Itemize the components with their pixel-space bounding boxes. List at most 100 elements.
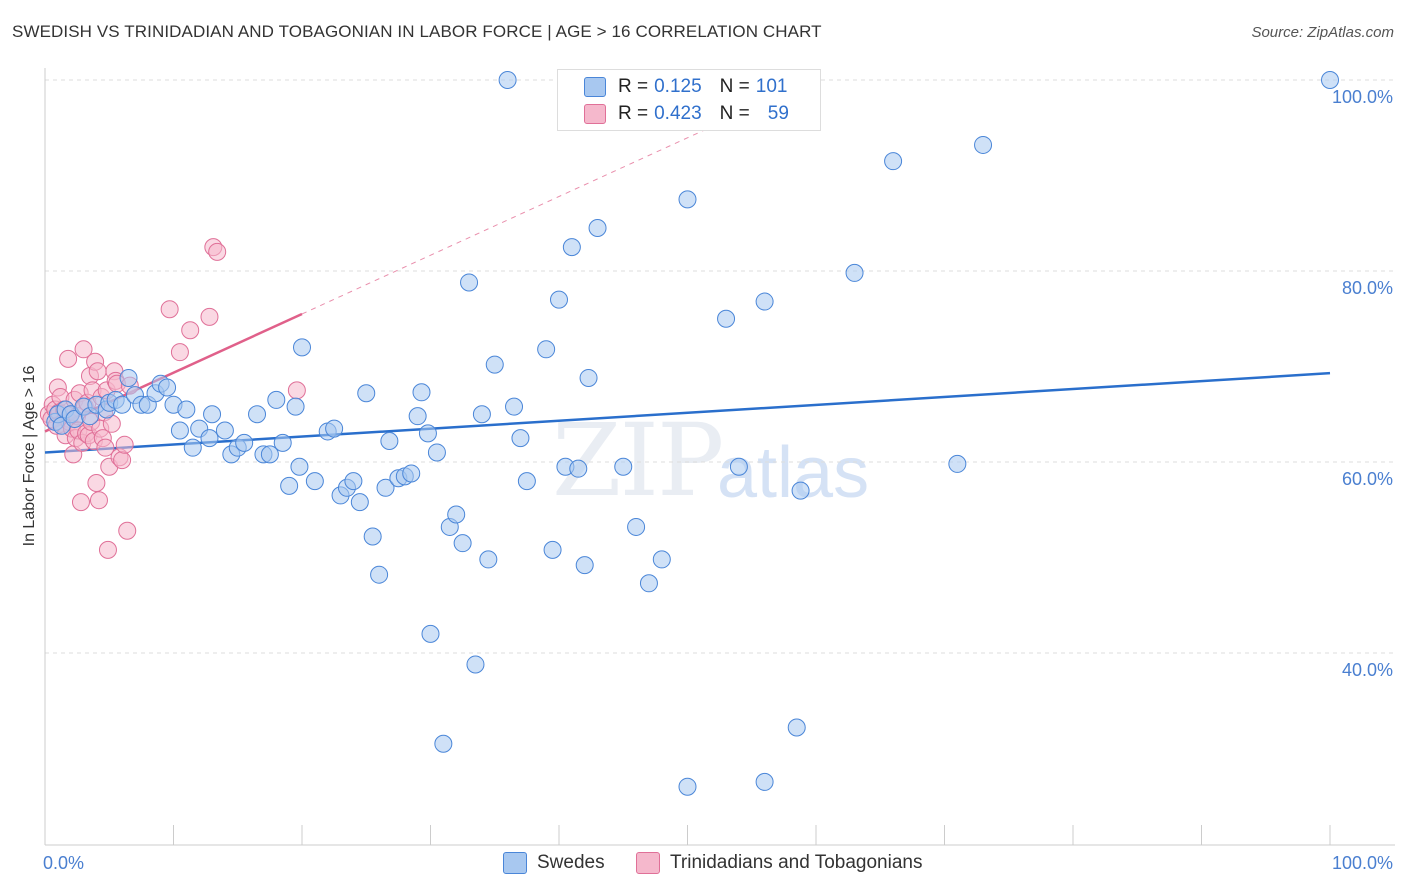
swedes-point — [273, 433, 292, 452]
swedes-point — [286, 397, 305, 416]
swedes-point — [418, 424, 437, 443]
swedes-point — [402, 464, 421, 483]
swedes-point — [717, 309, 736, 328]
swedes-point — [170, 421, 189, 440]
swedes-point — [177, 400, 196, 419]
swedes-point — [479, 550, 498, 569]
swedes-point — [569, 459, 588, 478]
swedes-point — [652, 550, 671, 569]
swedes-point — [639, 574, 658, 593]
trinidad-point — [200, 307, 219, 326]
trinidad-point — [118, 521, 137, 540]
swedes-point — [325, 419, 344, 438]
series-legend: Swedes Trinidadians and Tobagonians — [0, 852, 1406, 878]
trinidad-point — [71, 493, 90, 512]
swedes-point — [537, 340, 556, 359]
swedes-point — [344, 472, 363, 491]
trinidad-point — [170, 343, 189, 362]
n-value-swedes: 101 — [755, 76, 788, 97]
trend-lines — [44, 79, 1331, 454]
x-tick-label-min: 0.0% — [43, 853, 84, 873]
swedes-swatch — [584, 77, 606, 97]
chart-title: SWEDISH VS TRINIDADIAN AND TOBAGONIAN IN… — [12, 22, 822, 41]
y-tick-label: 60.0% — [1342, 469, 1393, 489]
swedes-point — [787, 718, 806, 737]
swedes-point — [678, 190, 697, 209]
swedes-point — [884, 152, 903, 171]
swedes-point — [235, 433, 254, 452]
legend-row-swedes: R = 0.125 N = 101 — [584, 75, 787, 99]
swedes-point — [543, 540, 562, 559]
swedes-point — [755, 292, 774, 311]
r-label: R = — [618, 103, 649, 124]
swedes-point — [119, 368, 138, 387]
trinidad-point — [208, 242, 227, 261]
n-label: N = — [719, 103, 750, 124]
r-value-swedes: 0.125 — [654, 76, 702, 97]
swedes-point — [729, 457, 748, 476]
swedes-point — [614, 457, 633, 476]
swedes-point — [290, 457, 309, 476]
swedes-point — [421, 624, 440, 643]
y-tick-label: 40.0% — [1342, 660, 1393, 680]
swedes-point — [350, 493, 369, 512]
axes — [44, 68, 1395, 846]
x-tick-label-max: 100.0% — [1332, 853, 1393, 873]
source-label: Source: ZipAtlas.com — [1251, 24, 1394, 41]
trinidad-point — [59, 349, 78, 368]
y-tick-label: 100.0% — [1332, 87, 1393, 107]
swedes-point — [550, 290, 568, 309]
swedes-points — [46, 71, 1339, 796]
trinidad-point — [287, 381, 306, 400]
swedes-point — [203, 405, 222, 424]
swedes-point — [485, 355, 504, 374]
swedes-point — [215, 421, 234, 440]
legend-label-trinidad: Trinidadians and Tobagonians — [670, 852, 923, 873]
swedes-point — [280, 476, 299, 495]
swedes-point — [357, 384, 376, 403]
trinidad-point — [96, 438, 115, 457]
swedes-point — [260, 445, 279, 464]
swedes-point — [380, 431, 399, 450]
swedes-point — [460, 273, 479, 292]
swedes-point — [1321, 71, 1339, 89]
swedes-point — [200, 429, 219, 448]
r-label: R = — [618, 76, 649, 97]
swedes-point — [453, 534, 472, 553]
swedes-point — [498, 71, 517, 89]
swedes-point — [974, 135, 993, 154]
swedes-point — [588, 219, 607, 238]
swedes-point — [511, 429, 530, 448]
trinidad-point — [181, 321, 200, 340]
swedes-point — [948, 454, 967, 473]
legend-item-swedes[interactable]: Swedes — [503, 852, 605, 874]
grid-lines — [45, 79, 1395, 654]
trinidad-point — [160, 300, 179, 319]
swedes-point — [427, 443, 446, 462]
swedes-point — [412, 383, 431, 402]
swedes-point — [370, 565, 389, 584]
y-axis-label: In Labor Force | Age > 16 — [21, 366, 38, 547]
swedes-point — [113, 395, 132, 414]
trinidad-point — [88, 362, 107, 381]
n-value-trinidad: 59 — [767, 103, 789, 124]
swedes-point — [158, 378, 177, 397]
trinidad-point — [115, 435, 134, 454]
swedes-point — [447, 505, 466, 524]
trinidad-swatch — [584, 104, 606, 124]
swedes-point — [248, 405, 267, 424]
trinidad-point — [89, 491, 108, 510]
trinidad-point — [98, 540, 117, 559]
swedes-point — [183, 438, 202, 457]
swedes-point — [562, 238, 581, 257]
swedes-point — [408, 407, 427, 426]
r-value-trinidad: 0.423 — [654, 103, 702, 124]
swedes-point — [376, 478, 395, 497]
legend-item-trinidad[interactable]: Trinidadians and Tobagonians — [636, 852, 922, 874]
swedes-point — [579, 368, 598, 387]
swedes-point — [845, 263, 864, 282]
legend-row-trinidad: R = 0.423 N = 59 — [584, 102, 789, 126]
swedes-point — [293, 338, 311, 357]
legend-label-swedes: Swedes — [537, 852, 605, 873]
trend-line-trinidad-extension — [301, 79, 815, 315]
